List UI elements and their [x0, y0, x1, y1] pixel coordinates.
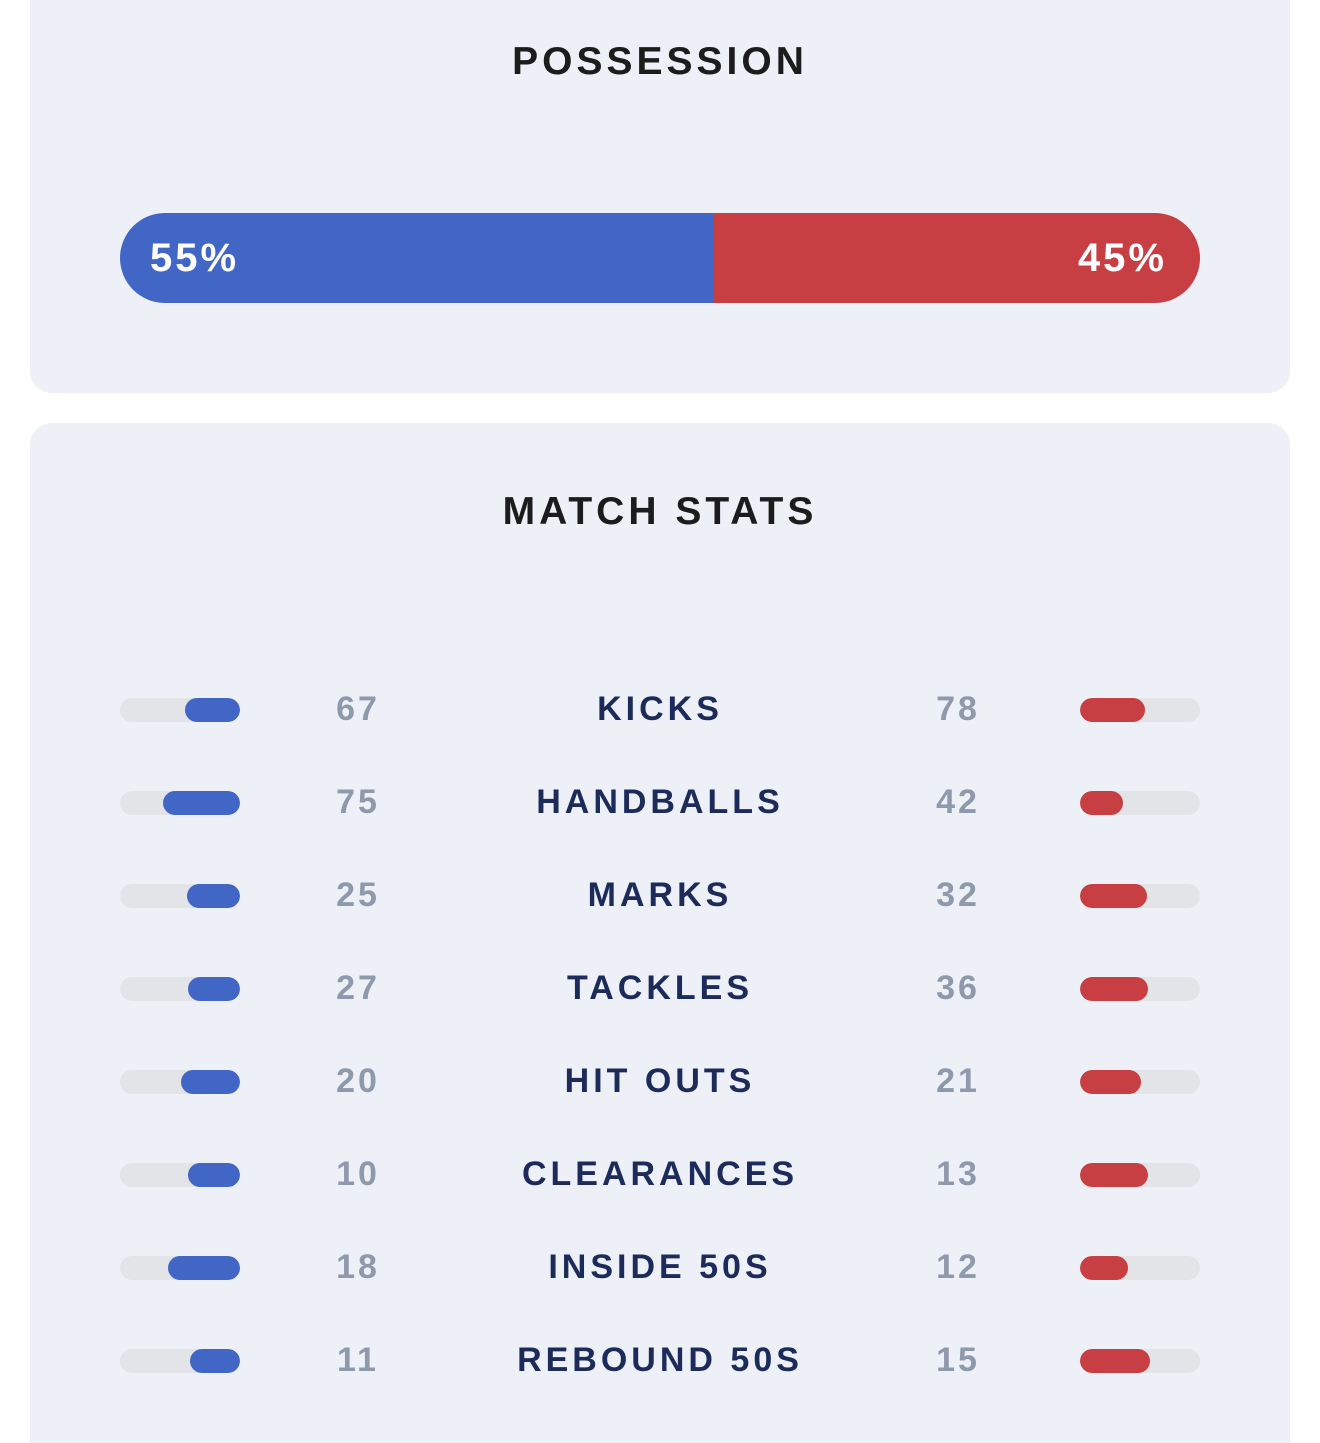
- away-stat-bar-track: [1080, 1163, 1200, 1187]
- away-stat-value: 36: [936, 969, 980, 1007]
- home-stat-bar-fill: [188, 977, 240, 1001]
- match-stats-card: MATCH STATS 67 KICKS 78 75: [30, 423, 1290, 1443]
- stat-label: CLEARANCES: [521, 1155, 799, 1193]
- home-stat-value: 67: [336, 690, 380, 728]
- possession-bar: 55% 45%: [120, 213, 1200, 303]
- stat-row-handballs: 75 HANDBALLS 42: [30, 756, 1290, 849]
- possession-home-percent: 55%: [150, 236, 240, 280]
- stat-row-rebound-50s: 11 REBOUND 50S 15: [30, 1314, 1290, 1407]
- home-stat-bar-track: [120, 791, 240, 815]
- stat-row-marks: 25 MARKS 32: [30, 849, 1290, 942]
- home-stat-bar-track: [120, 1349, 240, 1373]
- home-stat-bar-track: [120, 884, 240, 908]
- home-stat-value: 27: [336, 969, 380, 1007]
- home-stat-bar-track: [120, 698, 240, 722]
- home-stat-value: 10: [336, 1155, 380, 1193]
- away-stat-value: 21: [936, 1062, 980, 1100]
- possession-home-segment: 55%: [120, 213, 714, 303]
- away-stat-bar-fill: [1080, 1163, 1149, 1187]
- stat-row-clearances: 10 CLEARANCES 13: [30, 1128, 1290, 1221]
- possession-away-percent: 45%: [1077, 236, 1167, 280]
- home-stat-bar-fill: [181, 1070, 240, 1094]
- home-stat-bar-track: [120, 977, 240, 1001]
- match-stats-list: 67 KICKS 78 75 HANDBALLS 42: [30, 663, 1290, 1407]
- stat-label: HIT OUTS: [564, 1062, 756, 1100]
- away-stat-value: 78: [936, 690, 980, 728]
- away-stat-bar-fill: [1080, 1256, 1128, 1280]
- away-stat-bar-track: [1080, 1256, 1200, 1280]
- home-stat-bar-fill: [188, 1163, 240, 1187]
- home-stat-value: 18: [336, 1248, 380, 1286]
- away-stat-bar-track: [1080, 791, 1200, 815]
- home-stat-bar-track: [120, 1070, 240, 1094]
- stat-row-kicks: 67 KICKS 78: [30, 663, 1290, 756]
- away-stat-bar-fill: [1080, 1349, 1150, 1373]
- stat-label: MARKS: [587, 876, 733, 914]
- away-stat-value: 12: [936, 1248, 980, 1286]
- home-stat-bar-track: [120, 1256, 240, 1280]
- home-stat-bar-fill: [184, 698, 240, 722]
- home-stat-bar-track: [120, 1163, 240, 1187]
- away-stat-bar-fill: [1080, 1070, 1142, 1094]
- home-stat-value: 11: [337, 1341, 379, 1379]
- away-stat-bar-fill: [1080, 884, 1148, 908]
- away-stat-value: 42: [936, 783, 980, 821]
- home-stat-bar-fill: [189, 1349, 240, 1373]
- possession-title: POSSESSION: [512, 40, 808, 83]
- away-stat-bar-fill: [1080, 698, 1145, 722]
- possession-away-segment: 45%: [714, 213, 1200, 303]
- stat-label: INSIDE 50S: [548, 1248, 772, 1286]
- stat-label: HANDBALLS: [536, 783, 784, 821]
- away-stat-bar-fill: [1080, 791, 1124, 815]
- away-stat-value: 32: [936, 876, 980, 914]
- home-stat-value: 20: [336, 1062, 380, 1100]
- stat-label: TACKLES: [566, 969, 754, 1007]
- stat-label: REBOUND 50S: [517, 1341, 803, 1379]
- home-stat-bar-fill: [168, 1256, 240, 1280]
- home-stat-value: 75: [336, 783, 380, 821]
- away-stat-value: 13: [936, 1155, 980, 1193]
- away-stat-bar-track: [1080, 1070, 1200, 1094]
- home-stat-bar-fill: [187, 884, 240, 908]
- away-stat-bar-track: [1080, 1349, 1200, 1373]
- stat-row-tackles: 27 TACKLES 36: [30, 942, 1290, 1035]
- stat-label: KICKS: [597, 690, 723, 728]
- stat-row-inside-50s: 18 INSIDE 50S 12: [30, 1221, 1290, 1314]
- possession-card: POSSESSION 55% 45%: [30, 0, 1290, 393]
- away-stat-bar-track: [1080, 884, 1200, 908]
- home-stat-value: 25: [336, 876, 380, 914]
- away-stat-bar-track: [1080, 977, 1200, 1001]
- home-stat-bar-fill: [163, 791, 240, 815]
- away-stat-value: 15: [936, 1341, 980, 1379]
- match-stats-title: MATCH STATS: [502, 490, 818, 533]
- away-stat-bar-fill: [1080, 977, 1149, 1001]
- stat-row-hit-outs: 20 HIT OUTS 21: [30, 1035, 1290, 1128]
- away-stat-bar-track: [1080, 698, 1200, 722]
